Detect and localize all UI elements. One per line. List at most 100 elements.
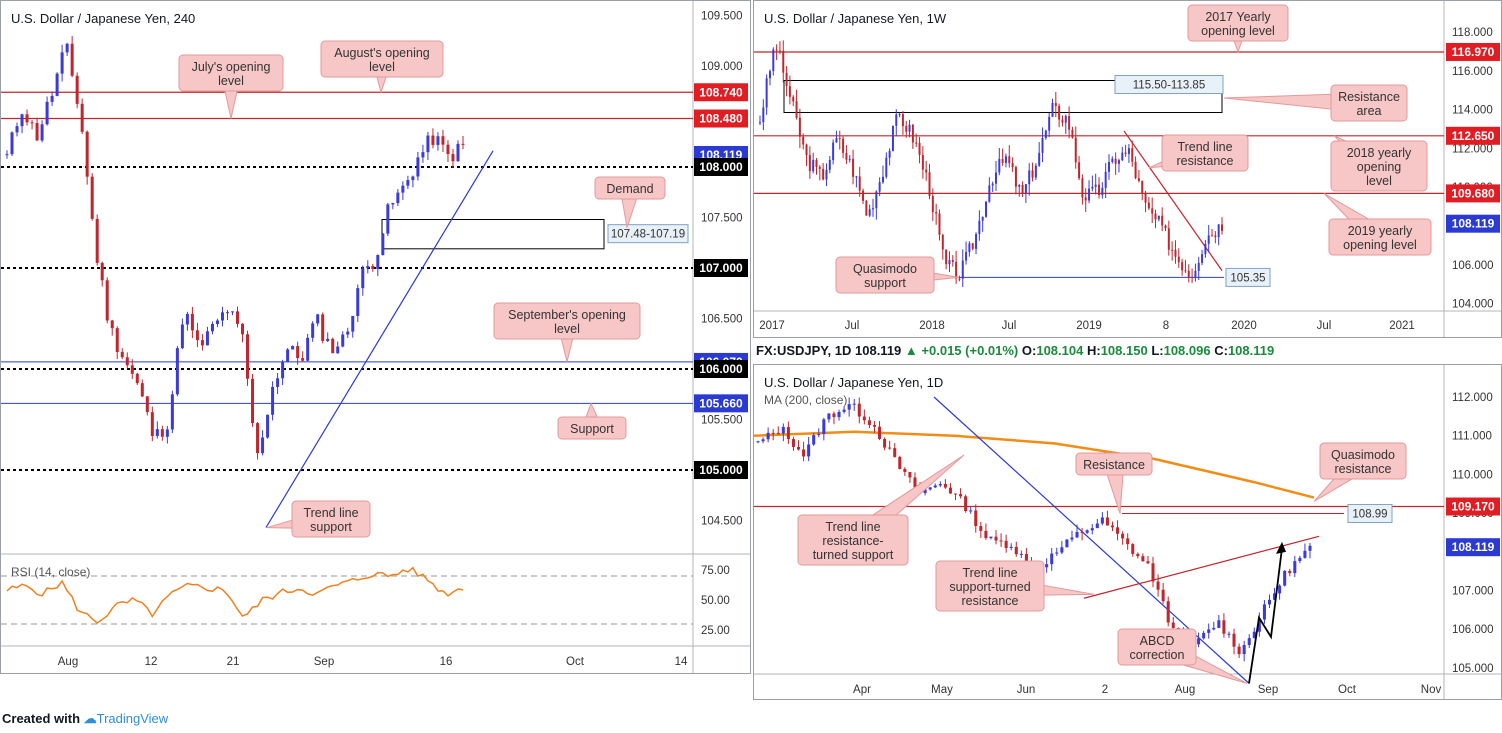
p1-price-badge-bg: [694, 259, 748, 277]
p1-candle-body: [205, 331, 209, 346]
p2-candle-body: [1161, 215, 1164, 226]
p3-trend-line-blue: [933, 396, 1250, 684]
p2-candle-body: [1194, 270, 1197, 278]
p1-rsi-tick: 25.00: [701, 625, 730, 637]
p3-candle-body: [1267, 599, 1272, 605]
p1-candle-body: [220, 312, 224, 321]
p1-price-badge: 108.000: [699, 160, 743, 174]
p2-candle-body: [931, 196, 934, 213]
p2-price-tick: 106.000: [1452, 260, 1494, 272]
p1-candle-body: [326, 338, 330, 341]
p3-candle-body: [867, 420, 871, 426]
p3-candle-body: [1055, 552, 1059, 554]
p1-candle-body: [316, 314, 320, 324]
p1-candle-body: [321, 314, 325, 341]
p1-rsi-tick: 75.00: [701, 565, 730, 577]
p3-candle-body: [1141, 556, 1145, 562]
p2-callout-2018-line: 2018 yearly: [1347, 146, 1412, 160]
p2-time-tick: Jul: [1317, 320, 1332, 332]
ticker-open-label: O:: [1021, 343, 1037, 358]
chart-panel-daily[interactable]: 112.000111.000110.000109.000108.000107.0…: [753, 364, 1502, 700]
p3-trend-line-red: [1083, 535, 1320, 599]
p1-candle-body: [356, 288, 360, 316]
chart-panel-4h[interactable]: 109.500109.000108.500108.000107.500107.0…: [0, 0, 751, 674]
p1-callout-september-box: [493, 302, 641, 340]
p3-candle-body: [847, 404, 851, 410]
p3-candle-body: [766, 432, 770, 440]
p3-callout-trend-rts-line: Trend line: [825, 520, 880, 534]
p2-candle-body: [1091, 186, 1094, 189]
p2-candle-body: [822, 168, 825, 180]
p1-candle-body: [55, 73, 59, 96]
chart-panel-weekly[interactable]: 118.000116.000114.000112.000110.000108.0…: [753, 0, 1502, 338]
p3-candle-body: [1075, 531, 1079, 538]
p2-candle-body: [1141, 180, 1144, 194]
p2-price-tick: 104.000: [1452, 299, 1494, 311]
p3-candle-body: [1156, 581, 1160, 590]
p3-callout-qm-resistance-line: resistance: [1335, 462, 1392, 476]
p2-candle-body: [795, 101, 798, 118]
p2-candle-body: [1131, 148, 1134, 162]
p2-candle-body: [848, 158, 851, 160]
p2-time-tick: 8: [1163, 320, 1169, 332]
p1-candle-body: [70, 43, 74, 76]
p1-candle-body: [20, 114, 24, 127]
p3-level-label-bg: [1347, 503, 1393, 523]
p3-candle-body: [872, 425, 876, 427]
p3-candle-body: [807, 444, 811, 457]
p3-ma-200-line: [754, 430, 1315, 499]
p1-candle-body: [436, 136, 440, 145]
p2-candle-body: [998, 158, 1001, 173]
p1-price-tick: 109.500: [701, 11, 743, 23]
p3-candle-body: [776, 432, 780, 434]
ticker-high-label: H:: [1086, 343, 1101, 358]
p2-price-badge-bg: [1446, 126, 1500, 145]
p2-callout-2018-line: level: [1366, 174, 1392, 188]
p3-candle-body: [771, 432, 775, 434]
p1-candle-body: [311, 323, 315, 338]
p2-candle-body: [1144, 193, 1147, 203]
p1-price-tick: 109.000: [701, 61, 743, 73]
p2-candle-body: [921, 154, 924, 170]
p2-candle-body: [768, 71, 771, 79]
p1-price-badge: 107.000: [699, 261, 743, 275]
p1-callout-trend-support-box: [291, 500, 371, 538]
p3-candle-body: [999, 540, 1003, 542]
p3-candle-body: [761, 439, 765, 442]
p2-candle-body: [951, 260, 954, 262]
p1-candle-body: [40, 124, 44, 141]
p2-candle-body: [808, 155, 811, 172]
p3-candle-body: [1257, 619, 1261, 632]
p1-candle-body: [256, 423, 260, 454]
p2-candle-body: [898, 114, 901, 116]
p2-candle-body: [1197, 262, 1200, 271]
chart-weekly-canvas[interactable]: 118.000116.000114.000112.000110.000108.0…: [754, 1, 1501, 337]
chart-4h-canvas[interactable]: 109.500109.000108.500108.000107.500107.0…: [1, 1, 750, 673]
p2-callout-qm-support-line: Quasimodo: [853, 262, 917, 276]
p3-time-tick: Jun: [1017, 684, 1036, 696]
p2-candle-body: [778, 50, 781, 52]
p3-callout-trend-rts-line: turned support: [813, 548, 894, 562]
chart-daily-canvas[interactable]: 112.000111.000110.000109.000108.000107.0…: [754, 365, 1501, 699]
p1-rsi-line: [6, 566, 464, 625]
p2-callout-2018-box: [1330, 140, 1428, 192]
p3-abcd-path: [1248, 547, 1283, 684]
p2-candle-body: [1031, 170, 1034, 178]
p3-candle-body: [1080, 531, 1084, 533]
p2-candle-body: [1081, 178, 1084, 198]
p1-candle-body: [95, 218, 99, 263]
p2-candle-body: [925, 169, 928, 173]
p3-price-tick: 112.000: [1452, 392, 1493, 404]
p2-candle-body: [875, 191, 878, 209]
p2-level-label-bg: [1225, 267, 1271, 287]
p1-candle-body: [115, 328, 119, 352]
p2-candle-body: [1211, 235, 1214, 237]
p2-candle-body: [1164, 225, 1167, 229]
p3-price-badge-bg: [1446, 497, 1500, 516]
p2-candle-body: [938, 213, 941, 235]
p1-candle-body: [271, 386, 275, 415]
ticker-low: 108.096: [1163, 343, 1211, 358]
p2-candle-body: [961, 260, 964, 279]
p2-candle-body: [868, 209, 871, 216]
p1-candle-body: [346, 331, 350, 335]
